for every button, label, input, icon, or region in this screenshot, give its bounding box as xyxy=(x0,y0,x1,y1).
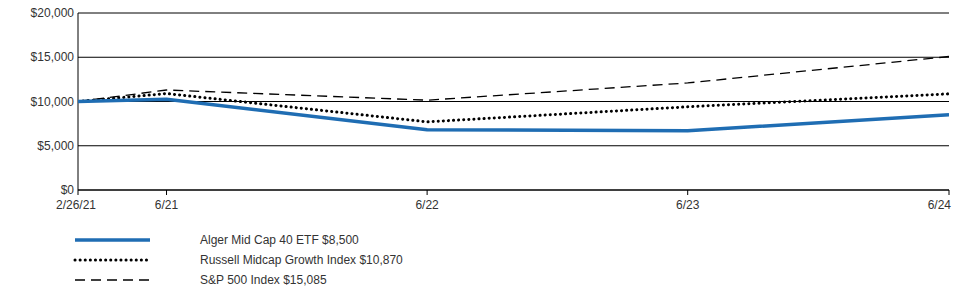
series-line xyxy=(78,99,949,130)
x-tick xyxy=(166,190,167,195)
y-tick-label: $20,000 xyxy=(31,6,75,20)
chart: $0 $5,000 $10,000 $15,000 $20,000 2/26/21 6/21… xyxy=(0,0,975,304)
plot-lines xyxy=(78,57,949,131)
series-line xyxy=(78,94,949,122)
x-tick xyxy=(78,190,79,195)
x-tick xyxy=(949,190,950,195)
legend-label: Russell Midcap Growth Index $10,870 xyxy=(200,253,403,267)
x-tick-label: 6/21 xyxy=(155,198,179,212)
grid-line xyxy=(78,13,949,14)
x-tick-label: 6/23 xyxy=(676,198,700,212)
y-tick-label: $0 xyxy=(61,183,75,197)
x-tick-label: 6/24 xyxy=(928,198,952,212)
x-tick-label: 6/22 xyxy=(415,198,439,212)
y-tick-label: $5,000 xyxy=(37,139,74,153)
grid-line xyxy=(78,101,949,102)
legend-label: Alger Mid Cap 40 ETF $8,500 xyxy=(200,233,359,247)
x-tick xyxy=(687,190,688,195)
grid-line xyxy=(78,57,949,58)
x-tick xyxy=(427,190,428,195)
legend-swatch xyxy=(75,259,150,262)
x-axis xyxy=(78,190,949,191)
series-line xyxy=(78,57,949,102)
x-tick-label: 2/26/21 xyxy=(56,198,96,212)
legend-label: S&P 500 Index $15,085 xyxy=(200,273,327,287)
legend-swatch xyxy=(75,238,150,242)
grid-line xyxy=(78,145,949,146)
grid-line xyxy=(78,190,949,191)
legend-swatch xyxy=(75,279,150,280)
y-tick-label: $10,000 xyxy=(31,95,75,109)
y-tick-label: $15,000 xyxy=(31,50,75,64)
